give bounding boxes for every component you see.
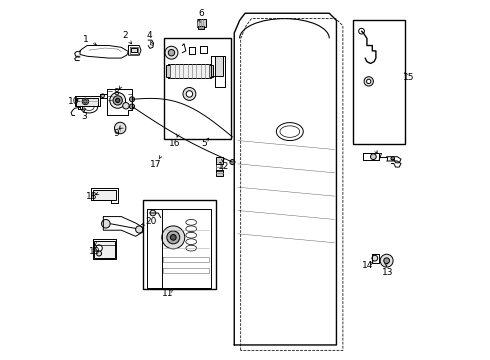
Bar: [143, 200, 216, 289]
Text: 4: 4: [146, 31, 152, 40]
Bar: [94, 240, 115, 258]
Bar: [76, 98, 98, 106]
Text: 15: 15: [403, 73, 415, 82]
Text: 8: 8: [114, 88, 120, 97]
Bar: [216, 170, 223, 176]
Circle shape: [370, 154, 376, 159]
Circle shape: [96, 192, 102, 198]
Text: 20: 20: [145, 217, 156, 226]
Text: 12: 12: [218, 162, 229, 171]
Circle shape: [115, 122, 126, 134]
Text: 14: 14: [362, 261, 374, 270]
Circle shape: [364, 77, 373, 86]
Circle shape: [384, 258, 390, 264]
Circle shape: [110, 93, 125, 108]
Circle shape: [391, 157, 394, 160]
Bar: [164, 39, 231, 139]
Circle shape: [82, 98, 89, 105]
Circle shape: [186, 91, 193, 97]
Bar: [168, 64, 211, 78]
Circle shape: [101, 94, 104, 98]
Circle shape: [168, 49, 175, 56]
Text: 11: 11: [162, 289, 173, 298]
Bar: [215, 56, 223, 76]
Circle shape: [136, 226, 143, 233]
Text: 7: 7: [377, 153, 382, 162]
Bar: [197, 19, 206, 27]
Circle shape: [150, 210, 156, 216]
Text: 18: 18: [86, 192, 97, 201]
Text: 5: 5: [201, 139, 207, 148]
Circle shape: [380, 254, 393, 267]
Text: 16: 16: [170, 139, 181, 148]
Circle shape: [367, 79, 371, 84]
Circle shape: [97, 251, 101, 256]
Circle shape: [162, 226, 185, 249]
Text: 9: 9: [113, 129, 119, 138]
Circle shape: [101, 220, 110, 228]
Bar: [353, 21, 405, 144]
Text: 3: 3: [81, 112, 87, 121]
Circle shape: [372, 255, 378, 261]
Text: 2: 2: [122, 31, 128, 40]
Bar: [198, 26, 204, 29]
Circle shape: [167, 231, 180, 244]
Circle shape: [96, 245, 102, 251]
Circle shape: [129, 97, 135, 102]
Circle shape: [171, 234, 176, 240]
Circle shape: [183, 87, 196, 100]
Text: 1: 1: [82, 35, 88, 44]
Text: 17: 17: [150, 160, 162, 169]
Text: 10: 10: [68, 97, 79, 106]
Circle shape: [165, 46, 178, 59]
Circle shape: [122, 103, 129, 109]
Circle shape: [116, 98, 120, 103]
Bar: [93, 190, 116, 200]
Circle shape: [105, 192, 111, 198]
Bar: [216, 157, 223, 164]
Bar: [209, 65, 214, 77]
Text: 13: 13: [382, 268, 393, 277]
Bar: [131, 48, 137, 51]
Circle shape: [113, 96, 122, 105]
Circle shape: [129, 104, 135, 109]
Text: 6: 6: [198, 9, 204, 18]
Text: 19: 19: [89, 247, 101, 256]
Bar: [166, 65, 171, 77]
Circle shape: [84, 100, 87, 103]
Circle shape: [359, 28, 365, 34]
Circle shape: [230, 159, 235, 165]
